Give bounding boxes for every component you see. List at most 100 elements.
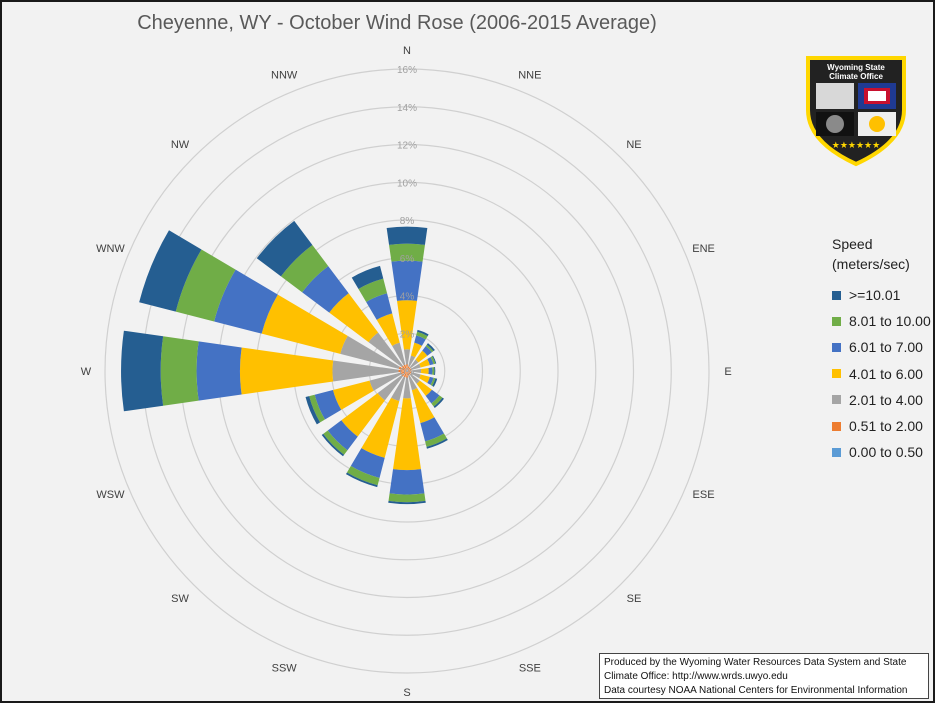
direction-label-ssw: SSW [272,663,298,675]
wedge-s-6 [388,500,426,505]
wedge-nw-5 [280,244,329,293]
wedge-e-4 [428,367,433,375]
wedge-nw-0 [406,370,407,371]
wedge-se-1 [407,371,411,375]
direction-label-nne: NNE [518,69,541,81]
legend-item: 6.01 to 7.00 [832,334,931,360]
wedge-ene-3 [419,358,430,368]
legend-title: Speed (meters/sec) [832,236,910,272]
wedge-e-2 [411,369,422,373]
legend-items: >=10.01 8.01 to 10.00 6.01 to 7.00 4.01 to … [832,282,931,465]
wedge-nne-6 [417,329,429,337]
wedge-ene-5 [430,356,436,365]
wedge-ese-4 [427,376,434,385]
radial-tick-label: 10% [397,178,417,189]
chart-title: Cheyenne, WY - October Wind Rose (2006-2… [137,12,657,34]
wedge-wnw-2 [340,335,400,369]
legend-label: 0.00 to 0.50 [849,444,923,461]
radial-tick-label: 6% [400,254,415,265]
wedge-sw-4 [327,420,358,451]
radial-tick-label: 2% [400,329,415,340]
radial-tick-label: 16% [397,65,417,76]
wedge-sse-2 [408,375,418,391]
wedge-nw-2 [368,332,404,368]
wedge-ene-4 [427,357,434,366]
wedge-nnw-4 [366,293,393,320]
wedge-sse-5 [425,433,447,447]
legend-swatch [832,395,841,405]
direction-label-ene: ENE [692,243,715,255]
direction-label-ese: ESE [693,489,715,501]
wedge-se-2 [409,373,420,384]
wedge-wsw-6 [305,396,321,425]
legend-label: 2.01 to 4.00 [849,391,923,408]
wedge-wsw-2 [369,372,402,391]
credits-line-2: Climate Office: http://www.wrds.uwyo.edu [604,671,788,682]
wedge-w-1 [398,369,407,373]
legend-item: 0.00 to 0.50 [832,439,931,465]
wedge-ne-0 [407,370,408,371]
legend: Speed (meters/sec) >=10.01 8.01 to 10.00 6… [832,234,931,465]
wedge-w-3 [239,347,334,395]
wedge-nnw-1 [403,364,407,371]
wedge-wnw-4 [214,269,278,334]
wedge-e-6 [434,367,436,375]
wedge-nnw-5 [358,278,388,302]
wedge-ese-3 [419,374,430,384]
direction-label-n: N [403,45,411,57]
wedge-se-0 [407,371,408,372]
wedge-se-4 [425,389,440,404]
wedge-nw-1 [401,365,407,371]
wedge-sw-1 [401,371,407,377]
wedge-sse-1 [407,371,410,376]
wedge-n-3 [397,300,417,350]
direction-label-s: S [403,687,410,699]
wedge-wnw-1 [398,366,407,371]
legend-item: 8.01 to 10.00 [832,308,931,334]
wedge-s-1 [406,371,408,378]
wedge-ne-5 [425,344,434,353]
direction-label-nw: NW [171,139,190,151]
radial-tick-label: 0% [400,367,415,378]
svg-text:Climate Office: Climate Office [829,72,883,81]
wedge-w-6 [121,330,164,412]
wedge-ne-6 [426,343,435,352]
wedge-sw-0 [406,371,407,372]
wedge-ssw-1 [403,371,407,378]
wedge-wnw-6 [139,230,202,312]
radial-tick-label: 12% [397,141,417,152]
credits-line-3: Data courtesy NOAA National Centers for … [604,685,908,696]
wedge-ne-3 [415,350,428,363]
wedge-ese-6 [432,378,438,387]
svg-text:Wyoming State: Wyoming State [827,63,885,72]
legend-swatch [832,316,841,326]
wedge-nne-5 [416,331,428,340]
legend-label: 4.01 to 6.00 [849,365,923,382]
wedge-ene-6 [432,355,437,364]
wedge-nw-3 [329,293,379,343]
wedge-n-6 [386,226,428,245]
credits-line-1: Produced by the Wyoming Water Resources … [604,657,907,668]
wedge-sw-5 [323,430,348,455]
direction-label-sse: SSE [519,663,541,675]
direction-label-sw: SW [171,593,189,605]
wedge-e-5 [432,367,435,375]
wedge-s-4 [389,469,425,495]
wedge-ssw-3 [361,397,400,458]
wedge-w-2 [332,360,399,382]
direction-label-ne: NE [626,139,641,151]
wedge-ssw-2 [391,376,406,402]
wedge-sw-2 [377,374,404,401]
legend-swatch [832,421,841,431]
direction-label-se: SE [627,593,642,605]
wedge-nnw-3 [376,313,400,346]
wedge-se-5 [431,395,443,407]
wedge-ese-5 [430,377,436,386]
legend-item: 4.01 to 6.00 [832,361,931,387]
wedge-ne-2 [409,359,419,369]
legend-item: 0.51 to 2.00 [832,413,931,439]
direction-label-e: E [724,366,731,378]
wedge-n-1 [406,364,408,371]
wedge-wnw-5 [175,249,236,322]
